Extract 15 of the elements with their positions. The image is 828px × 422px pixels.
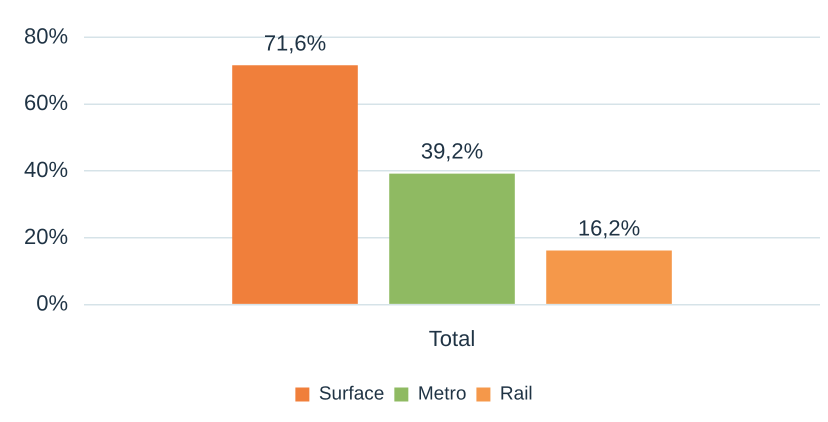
bar [389, 174, 515, 304]
legend-label: Surface [318, 384, 384, 405]
y-tick-label: 0% [36, 290, 68, 316]
x-tick-label: Total [428, 326, 476, 351]
legend-label: Metro [418, 384, 466, 405]
y-tick-label: 40% [24, 156, 68, 182]
data-label: 39,2% [420, 138, 484, 164]
y-tick-label: 20% [24, 224, 68, 249]
legend-label: Rail [500, 384, 533, 405]
y-tick-label: 60% [24, 90, 68, 116]
data-label: 71,6% [264, 30, 326, 56]
bar [232, 65, 358, 304]
bar [546, 250, 672, 304]
data-label: 16,2% [578, 216, 640, 241]
y-tick-label: 80% [24, 23, 68, 48]
